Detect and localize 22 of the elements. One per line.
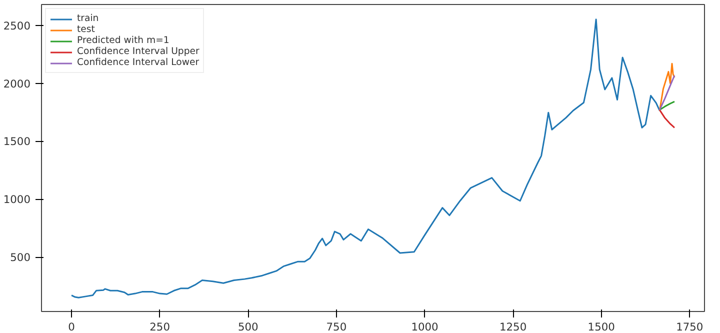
- legend-label: Confidence Interval Upper: [77, 46, 200, 57]
- legend-label: train: [77, 13, 99, 24]
- x-tick-label: 750: [326, 320, 347, 333]
- x-tick-label: 0: [68, 320, 76, 333]
- legend-label: test: [77, 24, 96, 35]
- line-series: [658, 74, 676, 111]
- line-series: [658, 100, 676, 111]
- y-tick-label: 2500: [3, 19, 31, 32]
- x-tick-label: 250: [150, 320, 170, 333]
- x-tick-label: 500: [238, 320, 259, 333]
- y-tick-label: 500: [10, 251, 31, 264]
- x-tick-label: 1000: [411, 320, 439, 333]
- y-tick-label: 2000: [3, 77, 31, 90]
- y-tick-label: 1500: [3, 135, 31, 148]
- x-tick-label: 1250: [499, 320, 527, 333]
- line-series: [658, 62, 676, 112]
- line-series: [658, 109, 676, 128]
- x-tick-label: 1750: [676, 320, 704, 333]
- legend-label: Confidence Interval Lower: [77, 57, 200, 68]
- legend-label: Predicted with m=1: [77, 35, 170, 46]
- y-tick-label: 1000: [3, 193, 31, 206]
- x-tick-label: 1500: [588, 320, 616, 333]
